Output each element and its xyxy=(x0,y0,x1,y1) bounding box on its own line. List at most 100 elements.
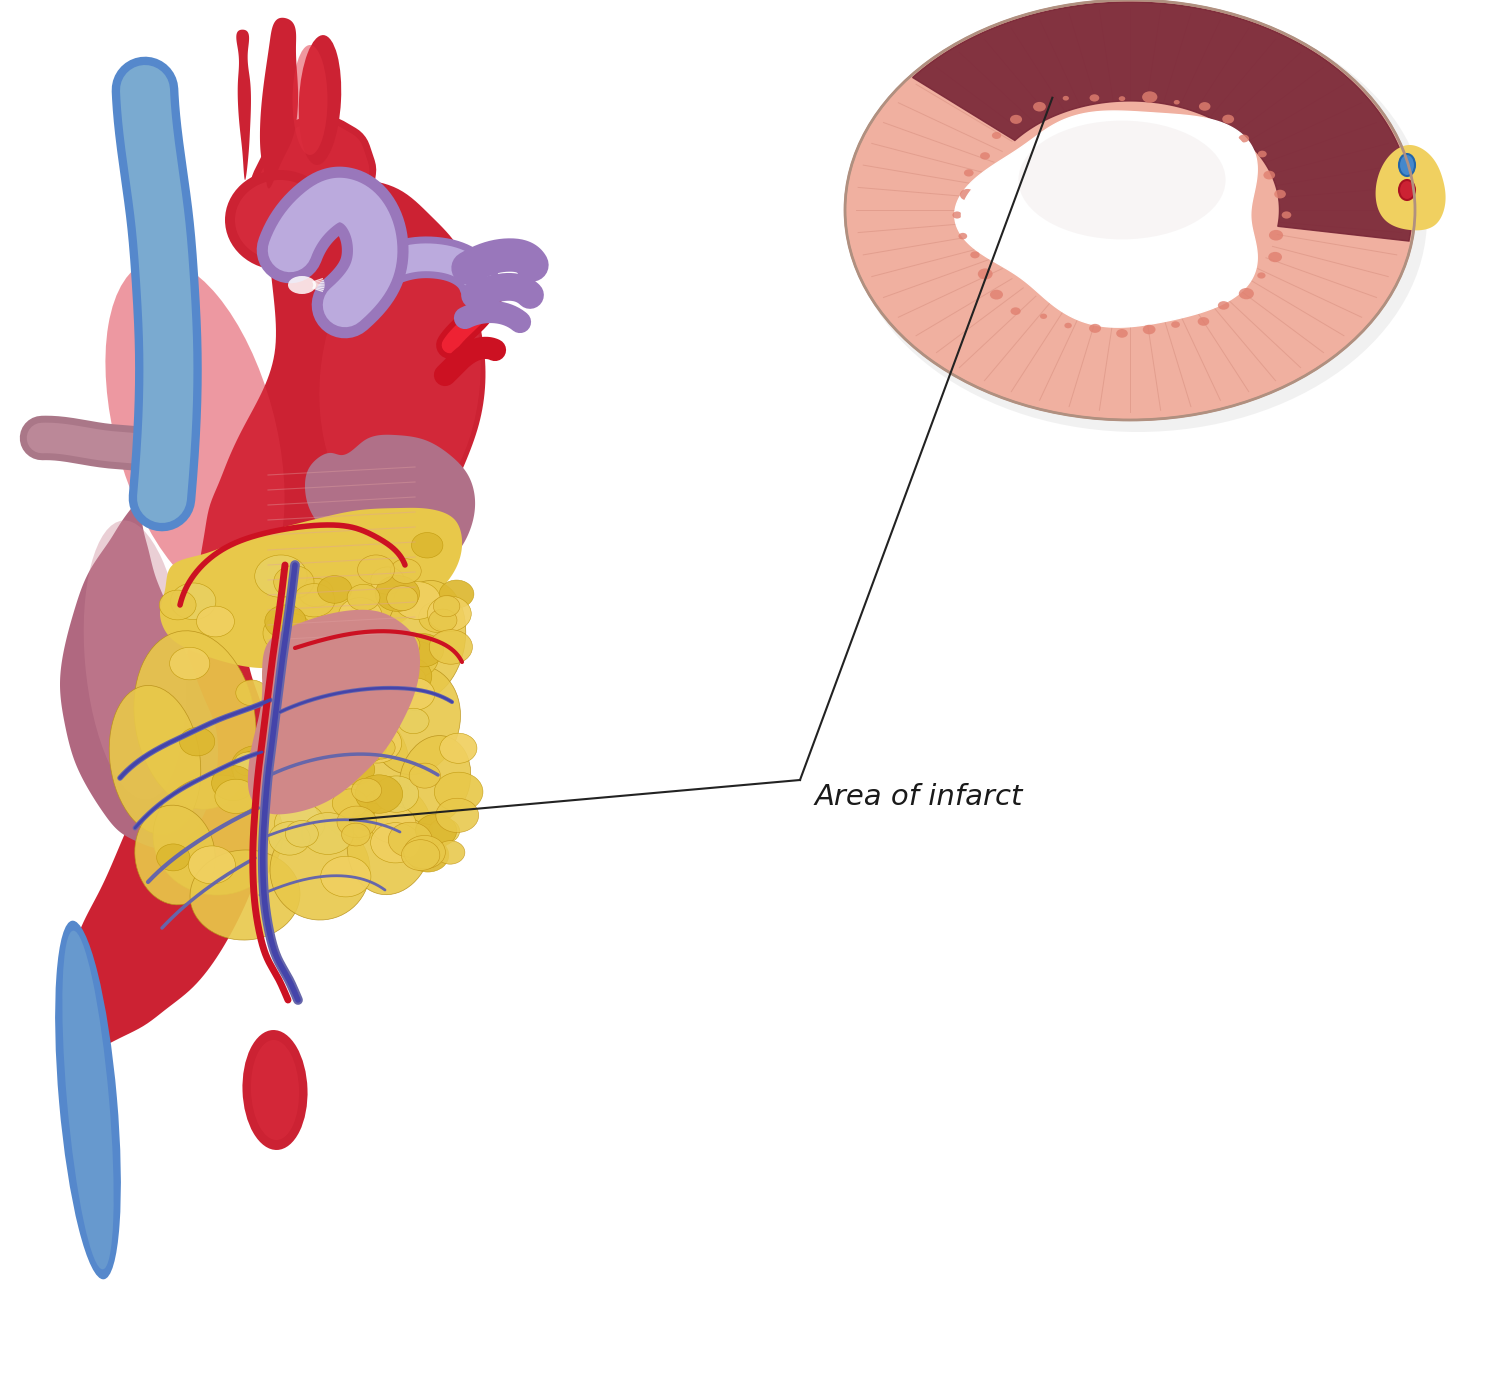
Text: Area of infarct: Area of infarct xyxy=(815,782,1024,811)
Ellipse shape xyxy=(366,737,395,759)
Polygon shape xyxy=(305,434,475,579)
Ellipse shape xyxy=(332,789,368,818)
Ellipse shape xyxy=(1174,100,1180,104)
Ellipse shape xyxy=(849,4,1428,432)
Ellipse shape xyxy=(338,598,381,632)
Ellipse shape xyxy=(269,822,309,855)
Ellipse shape xyxy=(434,595,460,617)
Ellipse shape xyxy=(407,839,448,872)
Ellipse shape xyxy=(347,732,387,763)
Ellipse shape xyxy=(271,820,369,920)
Polygon shape xyxy=(266,580,383,667)
Ellipse shape xyxy=(351,778,381,802)
Ellipse shape xyxy=(348,718,383,745)
Polygon shape xyxy=(60,490,218,848)
Ellipse shape xyxy=(106,260,284,601)
Ellipse shape xyxy=(293,583,335,617)
Ellipse shape xyxy=(321,857,371,896)
Ellipse shape xyxy=(1239,287,1254,300)
Ellipse shape xyxy=(981,153,990,160)
Ellipse shape xyxy=(353,723,402,763)
Ellipse shape xyxy=(990,290,1003,300)
Ellipse shape xyxy=(1142,324,1156,334)
Ellipse shape xyxy=(84,521,187,799)
Ellipse shape xyxy=(411,532,443,558)
Ellipse shape xyxy=(398,708,429,734)
Ellipse shape xyxy=(1197,318,1209,326)
Ellipse shape xyxy=(437,799,478,832)
Ellipse shape xyxy=(845,0,1414,419)
Ellipse shape xyxy=(317,576,351,604)
Ellipse shape xyxy=(1218,301,1229,309)
Polygon shape xyxy=(260,18,298,188)
Ellipse shape xyxy=(1118,96,1126,102)
Ellipse shape xyxy=(1117,329,1127,338)
Ellipse shape xyxy=(435,773,483,811)
Ellipse shape xyxy=(1018,121,1226,239)
Ellipse shape xyxy=(251,1040,299,1140)
Ellipse shape xyxy=(348,604,380,630)
Ellipse shape xyxy=(1041,314,1046,319)
Ellipse shape xyxy=(399,736,471,825)
Ellipse shape xyxy=(964,169,973,176)
Ellipse shape xyxy=(958,232,967,239)
Ellipse shape xyxy=(320,241,480,520)
Ellipse shape xyxy=(1399,154,1414,176)
Ellipse shape xyxy=(960,188,975,201)
Ellipse shape xyxy=(970,252,979,258)
Ellipse shape xyxy=(1090,95,1099,102)
Ellipse shape xyxy=(262,654,314,696)
Ellipse shape xyxy=(274,565,314,598)
Ellipse shape xyxy=(429,609,457,631)
Polygon shape xyxy=(61,180,486,1052)
Ellipse shape xyxy=(428,595,471,631)
Ellipse shape xyxy=(1199,102,1211,111)
Ellipse shape xyxy=(1064,323,1072,329)
Polygon shape xyxy=(160,507,462,668)
Ellipse shape xyxy=(300,696,338,726)
Ellipse shape xyxy=(356,775,402,813)
Ellipse shape xyxy=(347,785,434,895)
Ellipse shape xyxy=(305,681,359,725)
Ellipse shape xyxy=(440,580,474,608)
Ellipse shape xyxy=(330,726,369,756)
Ellipse shape xyxy=(357,556,395,584)
Ellipse shape xyxy=(233,749,284,792)
Ellipse shape xyxy=(353,803,389,832)
Ellipse shape xyxy=(338,737,372,764)
Ellipse shape xyxy=(435,840,465,864)
Ellipse shape xyxy=(157,844,190,870)
Ellipse shape xyxy=(286,821,318,847)
Ellipse shape xyxy=(375,576,420,612)
Polygon shape xyxy=(236,30,251,180)
Ellipse shape xyxy=(196,606,235,637)
Ellipse shape xyxy=(254,556,306,597)
Ellipse shape xyxy=(362,693,396,720)
Polygon shape xyxy=(961,116,1251,323)
Ellipse shape xyxy=(55,921,121,1279)
Ellipse shape xyxy=(1011,308,1021,315)
Ellipse shape xyxy=(233,752,263,776)
Ellipse shape xyxy=(160,590,196,620)
Ellipse shape xyxy=(226,170,335,270)
Ellipse shape xyxy=(152,775,283,895)
Ellipse shape xyxy=(387,586,417,610)
Polygon shape xyxy=(912,3,1413,241)
Ellipse shape xyxy=(263,613,314,653)
Ellipse shape xyxy=(429,630,472,664)
Ellipse shape xyxy=(374,775,419,813)
Ellipse shape xyxy=(1238,135,1250,143)
Ellipse shape xyxy=(190,850,300,941)
Ellipse shape xyxy=(1223,114,1233,124)
Ellipse shape xyxy=(1399,180,1414,199)
Ellipse shape xyxy=(371,822,420,864)
Ellipse shape xyxy=(289,276,315,294)
Ellipse shape xyxy=(410,763,441,788)
Ellipse shape xyxy=(1033,102,1046,111)
Ellipse shape xyxy=(357,648,387,671)
Ellipse shape xyxy=(1263,170,1275,180)
Ellipse shape xyxy=(404,836,446,869)
Ellipse shape xyxy=(232,745,283,788)
Ellipse shape xyxy=(371,566,404,594)
Ellipse shape xyxy=(269,668,308,700)
